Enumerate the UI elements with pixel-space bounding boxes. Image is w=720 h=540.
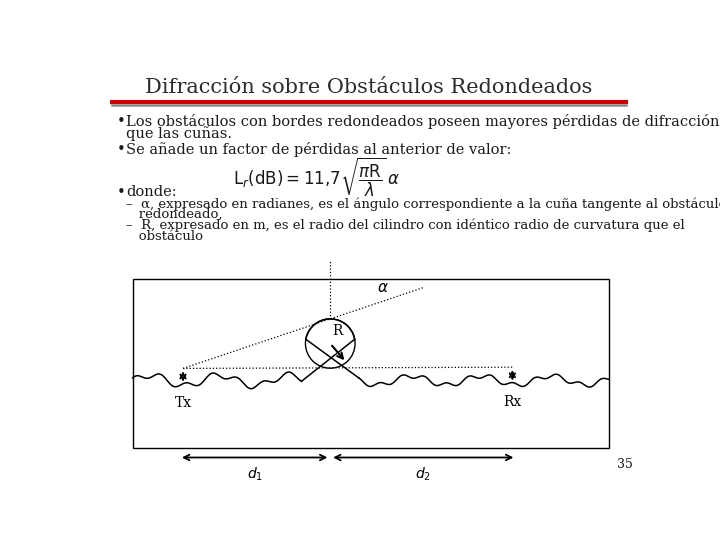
Text: Difracción sobre Obstáculos Redondeados: Difracción sobre Obstáculos Redondeados xyxy=(145,78,593,97)
Text: –  R, expresado en m, es el radio del cilindro con idéntico radio de curvatura q: – R, expresado en m, es el radio del cil… xyxy=(127,219,685,232)
Text: $\mathrm{L}_r\mathrm{(dB)}=11{,}7\sqrt{\dfrac{\pi\mathrm{R}}{\lambda}}\,\alpha$: $\mathrm{L}_r\mathrm{(dB)}=11{,}7\sqrt{\… xyxy=(233,156,400,199)
Text: $d_2$: $d_2$ xyxy=(415,465,431,483)
Text: Tx: Tx xyxy=(174,396,192,410)
Text: Rx: Rx xyxy=(503,395,521,409)
Text: 35: 35 xyxy=(616,458,632,471)
Bar xyxy=(132,279,609,448)
Text: •: • xyxy=(117,142,125,157)
Text: $d_1$: $d_1$ xyxy=(247,465,263,483)
Text: $\alpha$: $\alpha$ xyxy=(377,281,389,295)
Text: obstáculo: obstáculo xyxy=(127,230,204,242)
Text: redondeado,: redondeado, xyxy=(127,208,223,221)
Text: –  α, expresado en radianes, es el ángulo correspondiente a la cuña tangente al : – α, expresado en radianes, es el ángulo… xyxy=(127,197,720,211)
Text: que las cuñas.: que las cuñas. xyxy=(127,126,233,141)
Text: Se añade un factor de pérdidas al anterior de valor:: Se añade un factor de pérdidas al anteri… xyxy=(127,142,512,157)
Text: •: • xyxy=(117,185,125,200)
Text: donde:: donde: xyxy=(127,185,177,199)
Text: •: • xyxy=(117,114,125,129)
Text: Los obstáculos con bordes redondeados poseen mayores pérdidas de difracción: Los obstáculos con bordes redondeados po… xyxy=(127,114,720,129)
Text: R: R xyxy=(333,324,343,338)
